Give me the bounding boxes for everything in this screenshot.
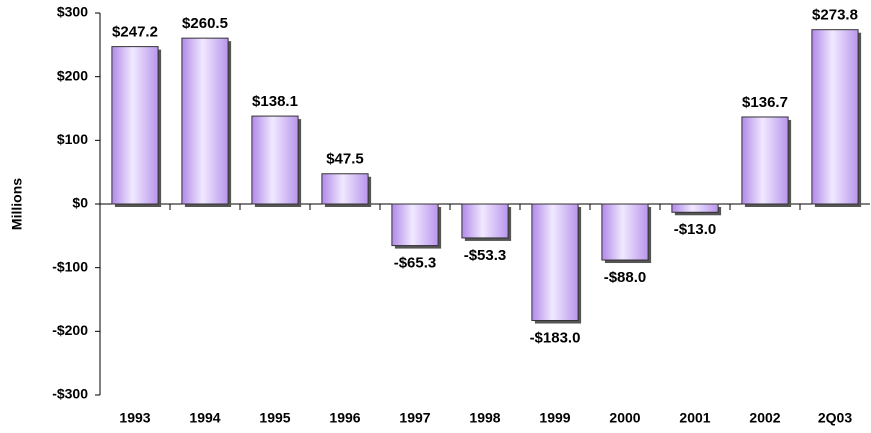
x-tick-label: 1994 [189,410,220,426]
bar [741,116,789,205]
bar [251,115,299,205]
y-tick-label: $200 [57,67,88,83]
x-tick-label: 1996 [329,410,360,426]
bar [391,203,439,247]
bar [811,29,859,205]
x-tick-label: 2001 [679,410,710,426]
bar [531,203,579,322]
value-label: $247.2 [112,24,158,41]
value-label: -$65.3 [394,255,437,272]
value-label: -$53.3 [464,247,507,264]
value-label: -$88.0 [604,269,647,286]
bar [671,203,719,213]
value-label: $260.5 [182,15,228,32]
x-tick-label: 1999 [539,410,570,426]
value-label: $47.5 [326,151,364,168]
y-tick-label: -$300 [52,386,88,402]
y-tick-label: $0 [72,195,88,211]
bar [601,203,649,261]
value-label: $136.7 [742,94,788,111]
x-tick-label: 1995 [259,410,290,426]
bar [111,46,159,205]
x-tick-label: 2Q03 [818,410,852,426]
x-tick-label: 2000 [609,410,640,426]
y-tick-label: -$200 [52,322,88,338]
value-label: $273.8 [812,7,858,24]
value-label: -$13.0 [674,221,717,238]
value-label: -$183.0 [530,329,581,346]
bar [461,203,509,239]
y-tick-label: -$100 [52,258,88,274]
y-tick-label: $300 [57,4,88,20]
bar [321,173,369,205]
x-tick-label: 1993 [119,410,150,426]
x-tick-label: 2002 [749,410,780,426]
x-tick-label: 1997 [399,410,430,426]
y-tick-label: $100 [57,131,88,147]
value-label: $138.1 [252,93,298,110]
x-tick-label: 1998 [469,410,500,426]
bar [181,37,229,205]
y-axis-label: Millions [9,178,25,230]
